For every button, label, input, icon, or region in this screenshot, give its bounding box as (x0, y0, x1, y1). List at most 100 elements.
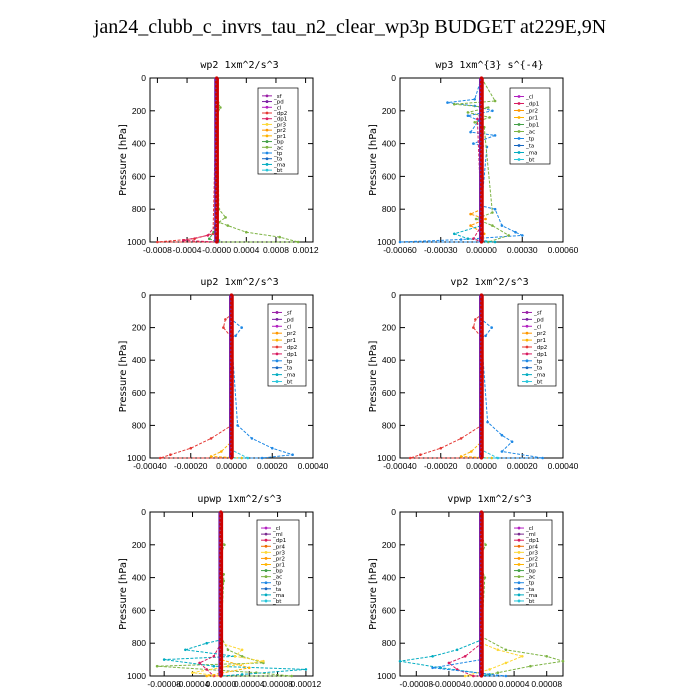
data-point (229, 403, 234, 407)
data-point (479, 514, 484, 518)
data-point (479, 596, 484, 600)
data-point (219, 539, 223, 543)
data-point (479, 187, 484, 191)
data-point (487, 106, 490, 109)
y-tick-label: 400 (132, 355, 146, 365)
data-point (479, 456, 484, 460)
data-point (479, 576, 484, 580)
legend-label: _pr1 (273, 134, 286, 140)
series-line-ac (454, 77, 510, 243)
data-point (479, 366, 484, 370)
y-tick-label: 400 (382, 573, 396, 583)
data-point (521, 655, 524, 658)
chart-panel-1: wp2 1xm^2/s^3 Pressure [hPa] 0 200 400 600 800… (118, 60, 319, 255)
data-point (479, 641, 484, 645)
data-point (219, 633, 223, 637)
data-point (189, 446, 193, 450)
y-tick-label: 400 (132, 139, 146, 149)
data-point (219, 530, 223, 535)
legend-marker (525, 359, 529, 363)
data-point (488, 116, 491, 119)
data-point (290, 674, 294, 678)
data-point (219, 526, 223, 531)
data-point (219, 612, 223, 617)
data-point (479, 150, 484, 154)
data-point (229, 411, 234, 415)
y-tick-label: 400 (132, 573, 146, 583)
y-tick-label: 600 (382, 388, 396, 398)
data-point (229, 395, 234, 399)
legend-label: _dp1 (283, 352, 297, 358)
data-point (479, 236, 484, 240)
data-point (215, 236, 219, 240)
data-point (479, 415, 484, 419)
data-point (222, 326, 225, 329)
data-point (278, 235, 282, 239)
data-point (219, 571, 223, 576)
legend-marker (275, 345, 279, 349)
legend-label: _pr2 (283, 331, 296, 337)
legend-label: _ta (525, 144, 534, 150)
legend-marker (264, 538, 268, 542)
legend-marker (517, 581, 521, 585)
y-tick-label: 800 (132, 420, 146, 430)
legend-label: _dp1 (272, 538, 286, 544)
data-point (469, 130, 472, 134)
data-point (229, 330, 234, 334)
legend-marker (525, 380, 529, 383)
legend-marker (275, 373, 279, 377)
data-point (479, 232, 484, 236)
data-point (240, 673, 244, 676)
data-point (479, 334, 484, 338)
y-tick-label: 200 (132, 540, 146, 550)
data-point (215, 219, 219, 224)
y-tick-label: 600 (382, 605, 396, 615)
legend-marker (517, 563, 521, 566)
data-point (229, 387, 234, 391)
legend-label: _ma (283, 373, 295, 379)
y-tick-label: 800 (382, 204, 396, 214)
data-point (479, 658, 484, 662)
data-point (479, 543, 484, 547)
legend-label: _cl (525, 526, 534, 532)
data-point (229, 342, 234, 346)
data-point (479, 670, 484, 674)
data-point (250, 437, 254, 440)
data-point (479, 305, 484, 309)
data-point (479, 158, 484, 162)
legend-marker (517, 550, 521, 554)
x-tick-label: -0.00004 (432, 679, 466, 689)
data-point (229, 346, 234, 350)
legend-marker (265, 151, 269, 155)
legend-marker (525, 311, 529, 314)
legend-label: _ta (273, 157, 282, 163)
data-point (479, 403, 484, 407)
data-point (472, 142, 475, 145)
data-point (219, 522, 223, 526)
data-point (486, 420, 489, 424)
series-line-pr1 (206, 512, 250, 677)
data-point (215, 113, 219, 117)
x-tick-label: -0.00020 (424, 461, 458, 471)
data-point (240, 456, 243, 460)
data-point (419, 453, 422, 457)
data-point (479, 407, 484, 411)
data-point (215, 215, 219, 219)
x-tick-label: -0.00008 (400, 679, 434, 689)
chart-panel-5: upwp 1xm^2/s^3 Pressure [hPa] 0 200 400 600 80… (118, 494, 322, 689)
data-point (479, 133, 484, 137)
legend-label: _pr4 (272, 544, 286, 550)
data-point (479, 92, 484, 96)
data-point (459, 455, 463, 458)
data-point (479, 539, 484, 543)
legend-label: _sf (273, 94, 283, 100)
x-tick-label: -0.00004 (176, 679, 210, 689)
data-point (493, 207, 497, 211)
data-point (296, 240, 300, 244)
data-point (529, 664, 532, 668)
data-point (198, 661, 201, 665)
data-point (496, 456, 500, 460)
data-point (219, 662, 223, 666)
data-point (479, 419, 484, 423)
data-point (479, 555, 484, 559)
